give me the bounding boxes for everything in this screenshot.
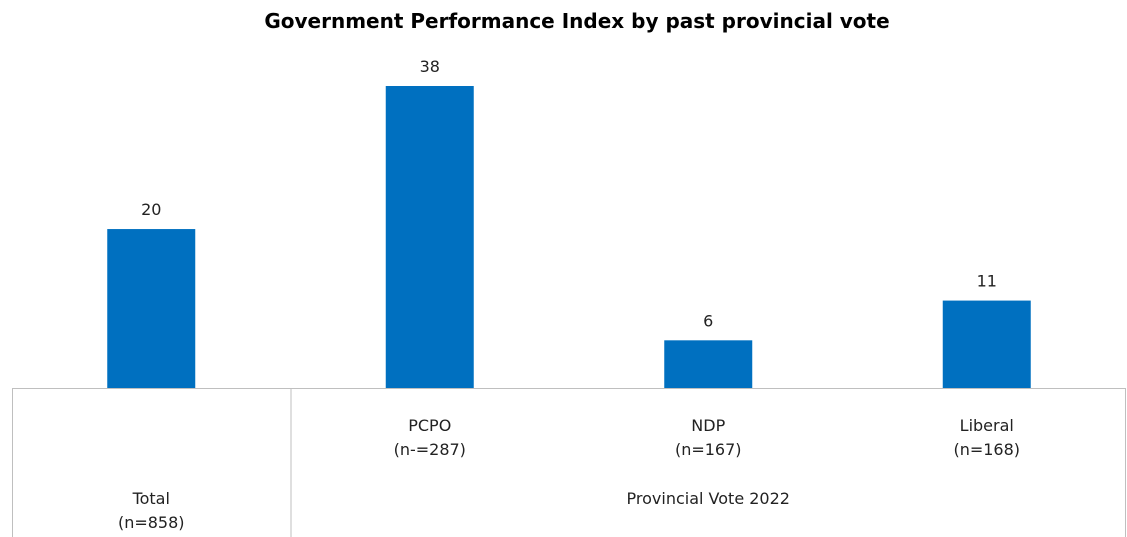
bar-ndp [664,340,753,388]
group-label-1: Provincial Vote 2022 [627,489,790,508]
bar-liberal [942,300,1031,388]
category-sublabel-pcpo: (n-=287) [394,440,466,459]
data-label-total: 20 [141,200,161,219]
category-sublabel-total: (n=858) [118,513,185,532]
category-label-ndp: NDP [691,416,725,435]
bars-group [107,86,1031,388]
category-sublabel-liberal: (n=168) [953,440,1020,459]
chart-title: Government Performance Index by past pro… [264,9,889,33]
data-label-ndp: 6 [703,311,713,330]
bar-pcpo [385,86,474,388]
value-labels-group: 20 38 6 11 [141,57,997,330]
data-label-pcpo: 38 [420,57,440,76]
category-sublabel-ndp: (n=167) [675,440,742,459]
category-label-total: Total [132,489,170,508]
category-labels-group: Total (n=858) PCPO (n-=287) NDP (n=167) Libera… [118,416,1020,532]
data-label-liberal: 11 [977,272,997,291]
group-labels-group: Provincial Vote 2022 [627,489,790,508]
category-label-pcpo: PCPO [408,416,451,435]
category-axis [12,388,1126,537]
bar-total [107,229,196,388]
category-label-liberal: Liberal [960,416,1014,435]
